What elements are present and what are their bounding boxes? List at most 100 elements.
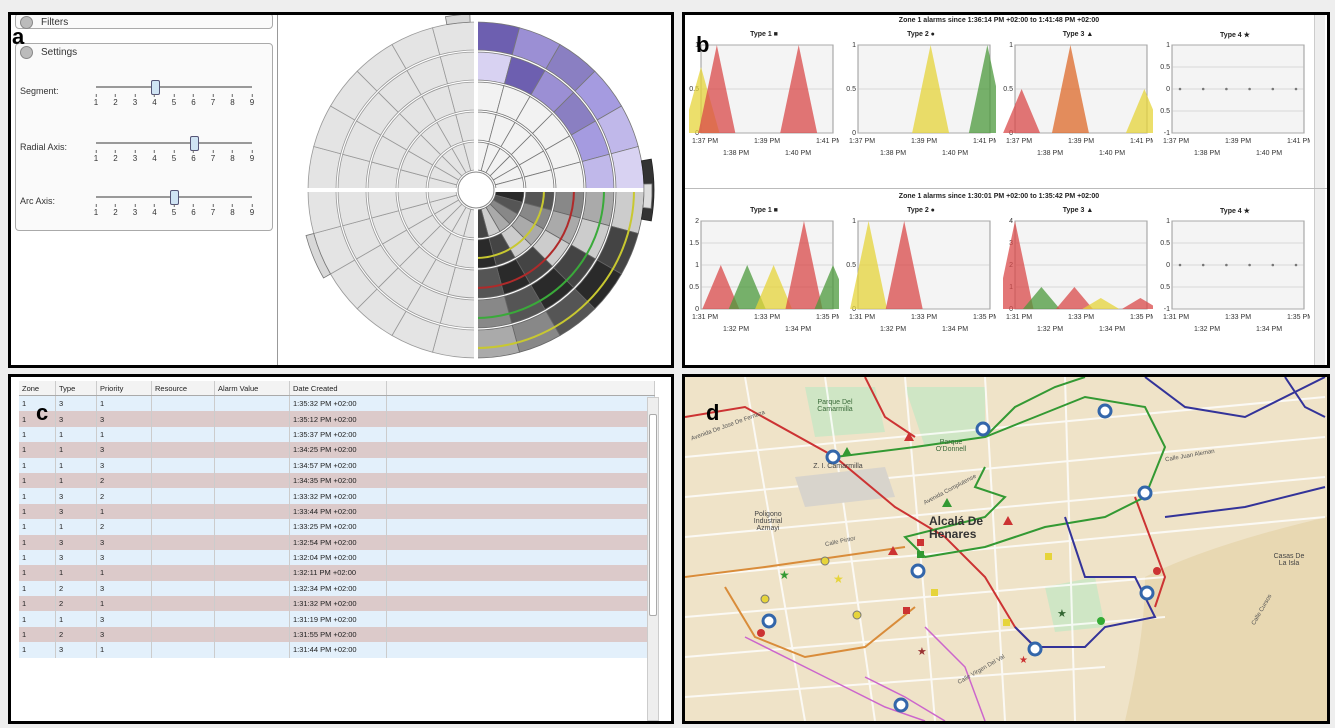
slider-tick-label: 1 [94,150,98,163]
radial-segment[interactable] [307,146,342,191]
alarm-peak[interactable] [1125,89,1153,133]
alarm-peak[interactable] [814,265,839,309]
radial-outer-tab[interactable] [642,183,653,209]
route-map[interactable]: ★ ★ ★ ★ ★ [685,377,1327,721]
slider-tick-label: 3 [133,150,137,163]
radial-segment[interactable] [475,21,520,56]
arc-axis-slider[interactable] [96,190,252,205]
chart-plot[interactable]: 1 0.5 0 -0.5 -11:37 PM 1:39 PM 1:41 PM 1:38 PM 1… [1160,31,1310,161]
table-row[interactable]: 1 3 3 1:32:04 PM +02:00 [19,549,655,566]
alarm-peak[interactable] [698,45,736,133]
alarm-peak[interactable] [885,221,923,309]
radial-segment[interactable] [610,189,645,234]
alarm-peak[interactable] [1003,89,1041,133]
column-header[interactable]: Date Created [289,381,387,396]
table-row[interactable]: 1 1 1 1:35:37 PM +02:00 [19,426,655,443]
radial-axis-slider[interactable] [96,136,252,151]
table-cell [151,596,215,612]
scrollbar-thumb[interactable] [649,414,657,616]
alarm-peak[interactable] [702,265,740,309]
chart-plot[interactable]: 432101:31 PM1:33 PM1:35 PM1:32 PM1:34 PM [1003,207,1153,337]
table-row[interactable]: 1 1 2 1:34:35 PM +02:00 [19,472,655,489]
y-tick-label: 0 [1009,130,1013,137]
table-row[interactable]: 1 1 3 1:34:25 PM +02:00 [19,442,655,458]
table-cell: 3 [55,642,97,658]
table-cell: 1 [55,426,97,443]
table-row[interactable]: 1 2 3 1:31:55 PM +02:00 [19,626,655,643]
table-row[interactable]: 1 1 1 1:32:11 PM +02:00 [19,565,655,581]
segment-slider[interactable] [96,80,252,95]
radial-segment[interactable] [610,146,645,191]
table-row[interactable]: 1 1 2 1:33:25 PM +02:00 [19,519,655,535]
table-cell: 1:32:04 PM +02:00 [289,549,387,566]
alarm-peak[interactable] [1082,298,1120,309]
radial-segment[interactable] [432,21,477,56]
radial-segment[interactable] [432,324,477,359]
column-header[interactable]: Alarm Value [214,381,290,396]
y-tick-label: 1 [852,218,856,225]
radial-outer-tab[interactable] [444,15,471,26]
table-row[interactable]: 1 3 1 1:31:44 PM +02:00 [19,642,655,658]
x-tick-label: 1:37 PM [692,138,718,145]
x-tick-label: 1:38 PM [1037,150,1063,157]
column-header[interactable]: Resource [151,381,215,396]
chart-plot[interactable]: 1 0.5 01:37 PM 1:39 PM 1:41 PM 1:38 PM 1:40 PM [1003,31,1153,161]
alarm-peak[interactable] [1055,287,1093,309]
table-scrollbar[interactable] [647,397,659,721]
table-row[interactable]: 1 3 3 1:32:54 PM +02:00 [19,534,655,550]
chart-plot[interactable]: 1 0.5 01:37 PM 1:39 PM 1:41 PM 1:38 PM 1:40 PM [689,31,839,161]
alarm-peak[interactable] [785,221,823,309]
slider-thumb[interactable] [150,80,160,95]
table-cell: 3 [96,580,152,597]
table-cell: 1 [96,503,152,520]
expand-icon[interactable] [20,16,33,29]
data-point [1271,263,1275,267]
alarm-peak[interactable] [912,45,950,133]
radial-alarm-chart[interactable] [279,15,671,365]
table-cell: 1 [55,565,97,581]
alarm-peak[interactable] [755,265,793,309]
chart-plot[interactable]: 1 0.5 01:31 PM 1:33 PM 1:35 PM 1:32 PM 1:34 PM [846,207,996,337]
alarm-peak[interactable] [968,45,996,133]
alarm-peak[interactable] [1022,287,1060,309]
slider-tick-label: 3 [133,204,137,217]
table-row[interactable]: 1 3 1 1:33:44 PM +02:00 [19,503,655,520]
panel-d-map[interactable]: ★ ★ ★ ★ ★ Alcalá De Henares Z. I. Camarmil… [682,374,1330,724]
column-header[interactable]: Priority [96,381,152,396]
alarm-ring-highlight [475,189,545,259]
chart-plot[interactable]: 2 1.5 1 0.5 01:31 PM 1:33 PM 1:35 PM 1:32 PM 1:3… [689,207,839,337]
alarm-peak[interactable] [1121,298,1153,309]
alarm-peak[interactable] [1003,221,1034,309]
table-cell: 1 [19,596,56,612]
slider-tick-label: 8 [230,94,234,107]
table-row[interactable]: 1 3 2 1:33:32 PM +02:00 [19,488,655,504]
table-row[interactable]: 1 1 3 1:34:57 PM +02:00 [19,457,655,473]
alarm-peak[interactable] [1051,45,1089,133]
chart-plot[interactable]: 1 0.5 01:37 PM 1:39 PM 1:41 PM 1:38 PM 1:40 PM [846,31,996,161]
table-row[interactable]: 1 2 1 1:31:32 PM +02:00 [19,596,655,612]
column-header[interactable]: Zone [19,381,56,396]
column-header[interactable]: Type [55,381,97,396]
slider-thumb[interactable] [189,136,199,151]
table-row[interactable]: 1 2 3 1:32:34 PM +02:00 [19,580,655,597]
chart-plot[interactable]: 1 0.5 0 -0.5 -11:31 PM 1:33 PM 1:35 PM 1:32 PM 1… [1160,207,1310,337]
charts-scrollbar[interactable] [1314,15,1325,365]
map-label-parque2: Parque O'Donnell [935,439,967,453]
alarm-peak[interactable] [850,221,888,309]
table-cell: 3 [96,457,152,473]
filters-group[interactable]: Filters [15,15,273,29]
table-row[interactable]: 1 3 1 1:35:32 PM +02:00 [19,395,655,412]
radial-outer-tab[interactable] [305,232,332,279]
radial-segment[interactable] [475,324,520,359]
svg-text:★: ★ [779,568,790,582]
table-row[interactable]: 1 1 3 1:31:19 PM +02:00 [19,611,655,627]
alarm-peak[interactable] [780,45,818,133]
radial-segment[interactable] [307,189,342,234]
collapse-icon[interactable] [20,46,33,59]
slider-tick-label: 9 [250,204,254,217]
y-tick-label: -1 [1164,130,1170,137]
alarm-peak[interactable] [728,265,766,309]
table-row[interactable]: 1 3 3 1:35:12 PM +02:00 [19,411,655,427]
slider-thumb[interactable] [170,190,179,205]
table-cell: 1:33:25 PM +02:00 [289,519,387,535]
